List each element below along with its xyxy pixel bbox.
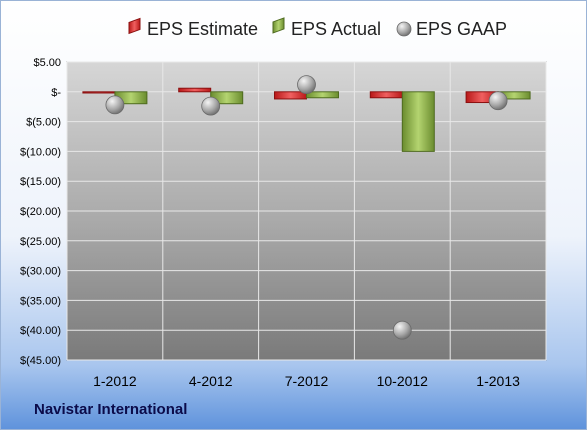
- y-tick-label: $(30.00): [20, 266, 61, 278]
- y-axis-ticks: $5.00 $- $(5.00) $(10.00) $(15.00) $(20.00) $(…: [20, 57, 61, 367]
- x-category-label: 4-2012: [189, 373, 233, 389]
- chart-legend: EPS Estimate EPS Actual EPS GAAP: [128, 17, 507, 39]
- bar-eps-estimate: [369, 91, 403, 99]
- x-category-label: 10-2012: [377, 373, 429, 389]
- x-category-label: 1-2013: [476, 373, 520, 389]
- bar-eps-estimate: [178, 87, 212, 93]
- eps-gaap-marker: [297, 75, 316, 95]
- eps-gaap-marker: [105, 95, 125, 115]
- legend-label: EPS GAAP: [416, 19, 507, 39]
- y-tick-label: $(5.00): [26, 117, 61, 129]
- legend-label: EPS Estimate: [147, 19, 258, 39]
- y-tick-label: $(35.00): [20, 295, 61, 307]
- legend-swatch: [128, 17, 141, 35]
- x-axis-categories: 1-2012 4-2012 7-2012 10-2012 1-2013: [93, 373, 520, 389]
- y-tick-label: $(10.00): [20, 146, 61, 158]
- eps-gaap-marker: [392, 320, 412, 340]
- eps-gaap-marker: [201, 96, 221, 116]
- y-tick-label: $(20.00): [20, 206, 61, 218]
- legend-swatch: [396, 21, 412, 37]
- bar-eps-actual: [401, 91, 435, 152]
- eps-gaap-marker: [488, 91, 508, 111]
- legend-swatch: [272, 17, 285, 34]
- x-category-label: 1-2012: [93, 373, 137, 389]
- y-tick-label: $(25.00): [20, 236, 61, 248]
- bar-eps-estimate: [274, 91, 307, 100]
- y-tick-label: $(40.00): [20, 325, 61, 337]
- bar-eps-actual: [306, 91, 339, 99]
- bar-eps-estimate: [82, 91, 116, 94]
- gaap-markers: [105, 75, 508, 340]
- legend-label: EPS Actual: [291, 19, 381, 39]
- y-tick-label: $(45.00): [20, 355, 61, 367]
- y-tick-label: $5.00: [33, 57, 61, 69]
- y-tick-label: $-: [51, 87, 61, 99]
- x-category-label: 7-2012: [285, 373, 329, 389]
- y-tick-label: $(15.00): [20, 176, 61, 188]
- company-name: Navistar International: [34, 401, 188, 418]
- bars: [82, 87, 531, 152]
